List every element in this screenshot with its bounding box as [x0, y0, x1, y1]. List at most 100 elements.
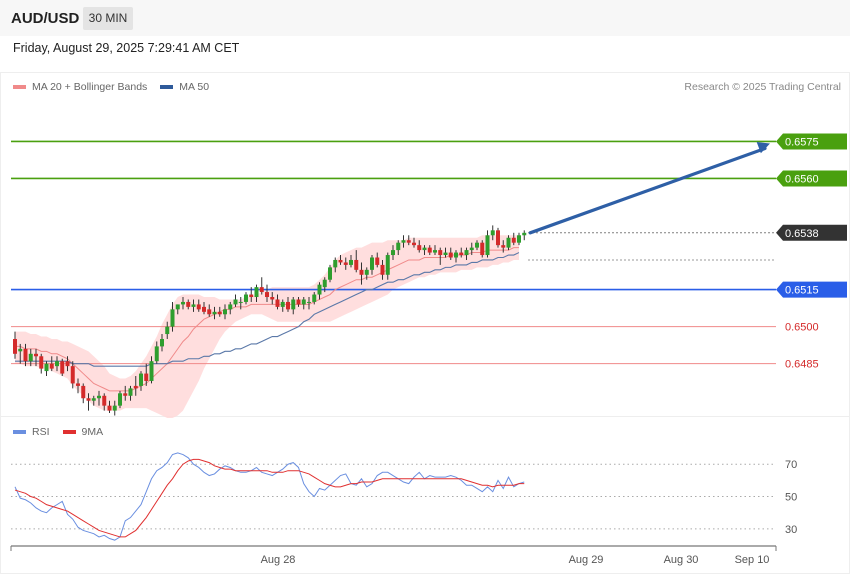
rsi-swatch — [13, 430, 26, 434]
price-legend: MA 20 + Bollinger Bands MA 50 — [13, 81, 209, 93]
candle-body — [396, 242, 401, 251]
candle-body — [186, 301, 191, 307]
level-label-0.6538: 0.6538 — [785, 228, 819, 240]
candle-body — [228, 304, 233, 310]
candle-body — [97, 395, 101, 399]
level-label-0.6560: 0.6560 — [785, 173, 819, 185]
candle-body — [412, 242, 416, 246]
candle-body — [401, 240, 406, 243]
candle-body — [307, 301, 311, 303]
candle-body — [370, 257, 374, 270]
level-tag-0.6575 — [776, 133, 847, 150]
candle-body — [34, 353, 38, 357]
candle-body — [391, 250, 395, 256]
candle-body — [265, 292, 269, 298]
chart-header: AUD/USD 30 MIN — [0, 0, 850, 36]
candle-body — [238, 301, 243, 303]
candle-body — [406, 240, 411, 243]
candle-body — [76, 383, 80, 386]
candle-body — [380, 264, 385, 275]
timeframe-button[interactable]: 30 MIN — [83, 7, 133, 30]
candle-body — [501, 245, 506, 248]
candle-body — [496, 230, 500, 246]
candle-body — [312, 294, 317, 302]
copyright-label: Research © 2025 Trading Central — [684, 81, 841, 93]
candle-body — [18, 348, 23, 352]
candle-body — [13, 338, 17, 354]
candle-body — [349, 259, 353, 265]
candle-body — [191, 304, 196, 307]
candle-body — [522, 232, 527, 236]
candle-body — [107, 405, 112, 411]
rsi-ma-swatch — [62, 430, 76, 434]
candle-body — [86, 398, 91, 401]
candle-body — [165, 326, 170, 335]
candle-body — [333, 259, 338, 268]
candle-body — [154, 346, 159, 362]
candle-body — [233, 299, 238, 305]
level-label-0.6515: 0.6515 — [785, 285, 819, 297]
candle-body — [480, 242, 485, 256]
candles — [13, 225, 527, 416]
candle-body — [160, 338, 164, 347]
ma50-legend-label: MA 50 — [179, 81, 210, 93]
candle-body — [517, 235, 521, 243]
candle-body — [385, 255, 390, 275]
rsi-ma-line — [14, 458, 525, 538]
candle-body — [128, 388, 133, 396]
candle-body — [343, 262, 348, 265]
level-label-0.6500: 0.6500 — [785, 322, 819, 334]
level-label-0.6575: 0.6575 — [785, 136, 819, 148]
x-tick-label: Aug 30 — [664, 554, 699, 566]
symbol-title: AUD/USD — [11, 10, 80, 27]
candle-body — [91, 398, 96, 401]
candle-body — [506, 237, 511, 248]
candle-body — [464, 250, 469, 256]
candle-body — [364, 269, 369, 275]
rsi-ma-legend-label: 9MA — [81, 426, 104, 438]
candle-body — [139, 373, 143, 386]
candle-body — [433, 250, 437, 253]
candle-body — [44, 363, 49, 372]
candle-body — [259, 287, 264, 293]
candle-body — [207, 309, 212, 315]
x-tick-label: Sep 10 — [735, 554, 770, 566]
candle-body — [490, 230, 495, 236]
candle-body — [359, 269, 364, 275]
candle-body — [149, 361, 154, 381]
candle-body — [102, 395, 107, 406]
ma20-legend-label: MA 20 + Bollinger Bands — [32, 81, 148, 93]
rsi-tick-70: 70 — [785, 459, 797, 471]
candle-body — [249, 294, 254, 298]
candle-body — [202, 306, 206, 312]
candle-body — [175, 304, 180, 310]
candle-body — [417, 245, 422, 251]
x-tick-label: Aug 29 — [569, 554, 604, 566]
datetime-label: Friday, August 29, 2025 7:29:41 AM CET — [13, 41, 240, 55]
candle-body — [170, 309, 175, 327]
candle-body — [275, 299, 280, 307]
candle-body — [133, 385, 138, 389]
candle-body — [39, 356, 44, 369]
candle-body — [28, 353, 33, 362]
candle-body — [459, 252, 464, 256]
candle-body — [317, 284, 322, 295]
candle-body — [270, 297, 275, 300]
candle-body — [60, 361, 65, 374]
rsi-legend: RSI 9MA — [13, 426, 103, 438]
ma50-line — [15, 252, 520, 367]
candle-body — [112, 405, 117, 411]
candle-body — [244, 294, 248, 302]
candle-body — [144, 373, 149, 381]
candle-body — [291, 299, 296, 310]
candle-body — [448, 252, 453, 258]
candle-body — [328, 267, 332, 280]
candle-body — [469, 247, 474, 251]
candle-body — [354, 259, 359, 270]
level-label-0.6485: 0.6485 — [785, 359, 819, 371]
candle-body — [118, 393, 122, 406]
ma20-line — [15, 247, 519, 392]
candle-body — [322, 279, 327, 288]
candle-body — [443, 252, 448, 256]
